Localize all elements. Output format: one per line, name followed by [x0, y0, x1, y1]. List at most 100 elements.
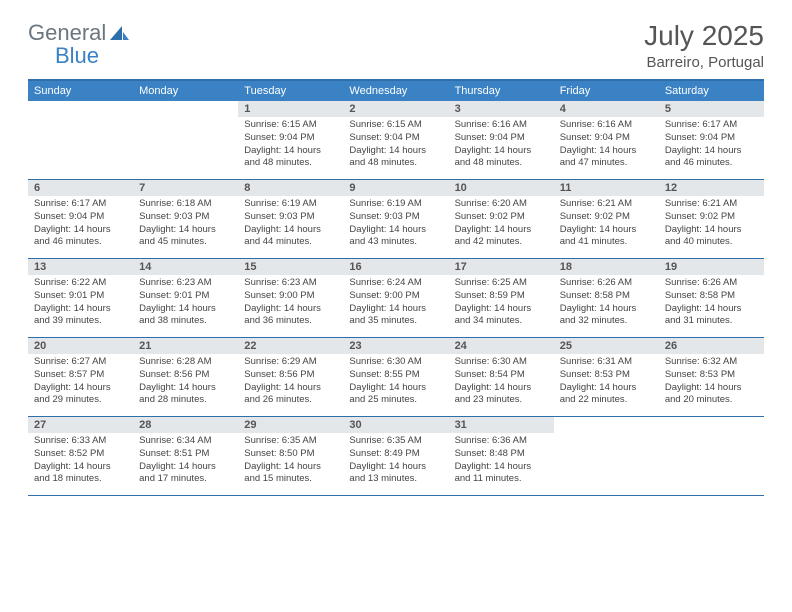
day-body: Sunrise: 6:15 AMSunset: 9:04 PMDaylight:… — [343, 117, 448, 174]
calendar-day-cell: . — [659, 417, 764, 495]
sunrise-line: Sunrise: 6:19 AM — [244, 198, 337, 211]
day-number: 11 — [554, 180, 659, 196]
sunset-line: Sunset: 8:50 PM — [244, 448, 337, 461]
day-number: 14 — [133, 259, 238, 275]
calendar-day-cell: 27Sunrise: 6:33 AMSunset: 8:52 PMDayligh… — [28, 417, 133, 495]
calendar-day-cell: 13Sunrise: 6:22 AMSunset: 9:01 PMDayligh… — [28, 259, 133, 337]
day-number: 3 — [449, 101, 554, 117]
daylight-line: Daylight: 14 hours and 29 minutes. — [34, 382, 127, 408]
day-number: 15 — [238, 259, 343, 275]
calendar-day-cell: . — [28, 101, 133, 179]
calendar-day-cell: 19Sunrise: 6:26 AMSunset: 8:58 PMDayligh… — [659, 259, 764, 337]
sunset-line: Sunset: 8:54 PM — [455, 369, 548, 382]
day-number: 21 — [133, 338, 238, 354]
day-body: Sunrise: 6:29 AMSunset: 8:56 PMDaylight:… — [238, 354, 343, 411]
sunset-line: Sunset: 9:03 PM — [244, 211, 337, 224]
day-body: Sunrise: 6:16 AMSunset: 9:04 PMDaylight:… — [449, 117, 554, 174]
sunset-line: Sunset: 8:56 PM — [139, 369, 232, 382]
day-number: 30 — [343, 417, 448, 433]
day-body: Sunrise: 6:19 AMSunset: 9:03 PMDaylight:… — [343, 196, 448, 253]
sunset-line: Sunset: 8:53 PM — [560, 369, 653, 382]
day-body: Sunrise: 6:26 AMSunset: 8:58 PMDaylight:… — [554, 275, 659, 332]
daylight-line: Daylight: 14 hours and 22 minutes. — [560, 382, 653, 408]
calendar-day-cell: 21Sunrise: 6:28 AMSunset: 8:56 PMDayligh… — [133, 338, 238, 416]
day-number: 17 — [449, 259, 554, 275]
day-number: 13 — [28, 259, 133, 275]
sunset-line: Sunset: 9:03 PM — [349, 211, 442, 224]
sunset-line: Sunset: 8:48 PM — [455, 448, 548, 461]
day-number: 23 — [343, 338, 448, 354]
calendar-day-cell: 9Sunrise: 6:19 AMSunset: 9:03 PMDaylight… — [343, 180, 448, 258]
calendar-day-cell: 26Sunrise: 6:32 AMSunset: 8:53 PMDayligh… — [659, 338, 764, 416]
sunset-line: Sunset: 9:04 PM — [665, 132, 758, 145]
calendar-day-cell: 24Sunrise: 6:30 AMSunset: 8:54 PMDayligh… — [449, 338, 554, 416]
calendar-day-cell: . — [554, 417, 659, 495]
day-body: Sunrise: 6:35 AMSunset: 8:50 PMDaylight:… — [238, 433, 343, 490]
calendar-day-cell: 6Sunrise: 6:17 AMSunset: 9:04 PMDaylight… — [28, 180, 133, 258]
weekday-label: Tuesday — [238, 81, 343, 101]
daylight-line: Daylight: 14 hours and 31 minutes. — [665, 303, 758, 329]
sunset-line: Sunset: 8:58 PM — [665, 290, 758, 303]
weekday-label: Friday — [554, 81, 659, 101]
day-body: Sunrise: 6:36 AMSunset: 8:48 PMDaylight:… — [449, 433, 554, 490]
sunrise-line: Sunrise: 6:16 AM — [455, 119, 548, 132]
sunset-line: Sunset: 9:04 PM — [34, 211, 127, 224]
daylight-line: Daylight: 14 hours and 25 minutes. — [349, 382, 442, 408]
calendar-day-cell: 8Sunrise: 6:19 AMSunset: 9:03 PMDaylight… — [238, 180, 343, 258]
day-number: 20 — [28, 338, 133, 354]
day-body: Sunrise: 6:17 AMSunset: 9:04 PMDaylight:… — [28, 196, 133, 253]
sunrise-line: Sunrise: 6:30 AM — [349, 356, 442, 369]
sunset-line: Sunset: 9:01 PM — [34, 290, 127, 303]
calendar-day-cell: 23Sunrise: 6:30 AMSunset: 8:55 PMDayligh… — [343, 338, 448, 416]
sunset-line: Sunset: 8:57 PM — [34, 369, 127, 382]
calendar-day-cell: 12Sunrise: 6:21 AMSunset: 9:02 PMDayligh… — [659, 180, 764, 258]
day-body: Sunrise: 6:24 AMSunset: 9:00 PMDaylight:… — [343, 275, 448, 332]
day-number: 5 — [659, 101, 764, 117]
daylight-line: Daylight: 14 hours and 48 minutes. — [244, 145, 337, 171]
daylight-line: Daylight: 14 hours and 38 minutes. — [139, 303, 232, 329]
day-body: Sunrise: 6:22 AMSunset: 9:01 PMDaylight:… — [28, 275, 133, 332]
day-body: Sunrise: 6:26 AMSunset: 8:58 PMDaylight:… — [659, 275, 764, 332]
day-body: Sunrise: 6:30 AMSunset: 8:55 PMDaylight:… — [343, 354, 448, 411]
sunset-line: Sunset: 9:02 PM — [560, 211, 653, 224]
day-body: Sunrise: 6:20 AMSunset: 9:02 PMDaylight:… — [449, 196, 554, 253]
day-body: Sunrise: 6:18 AMSunset: 9:03 PMDaylight:… — [133, 196, 238, 253]
sunset-line: Sunset: 9:04 PM — [560, 132, 653, 145]
day-number: 29 — [238, 417, 343, 433]
daylight-line: Daylight: 14 hours and 34 minutes. — [455, 303, 548, 329]
day-body: Sunrise: 6:34 AMSunset: 8:51 PMDaylight:… — [133, 433, 238, 490]
day-body: Sunrise: 6:31 AMSunset: 8:53 PMDaylight:… — [554, 354, 659, 411]
weekday-header-row: SundayMondayTuesdayWednesdayThursdayFrid… — [28, 81, 764, 101]
location-subtitle: Barreiro, Portugal — [644, 54, 764, 71]
daylight-line: Daylight: 14 hours and 41 minutes. — [560, 224, 653, 250]
daylight-line: Daylight: 14 hours and 48 minutes. — [349, 145, 442, 171]
calendar-day-cell: 25Sunrise: 6:31 AMSunset: 8:53 PMDayligh… — [554, 338, 659, 416]
sunrise-line: Sunrise: 6:29 AM — [244, 356, 337, 369]
calendar-day-cell: 17Sunrise: 6:25 AMSunset: 8:59 PMDayligh… — [449, 259, 554, 337]
calendar-day-cell: 11Sunrise: 6:21 AMSunset: 9:02 PMDayligh… — [554, 180, 659, 258]
calendar-week-row: ..1Sunrise: 6:15 AMSunset: 9:04 PMDaylig… — [28, 101, 764, 180]
sunset-line: Sunset: 9:04 PM — [349, 132, 442, 145]
day-number: 9 — [343, 180, 448, 196]
daylight-line: Daylight: 14 hours and 44 minutes. — [244, 224, 337, 250]
day-body: Sunrise: 6:23 AMSunset: 9:00 PMDaylight:… — [238, 275, 343, 332]
day-body: Sunrise: 6:30 AMSunset: 8:54 PMDaylight:… — [449, 354, 554, 411]
daylight-line: Daylight: 14 hours and 48 minutes. — [455, 145, 548, 171]
calendar-day-cell: 22Sunrise: 6:29 AMSunset: 8:56 PMDayligh… — [238, 338, 343, 416]
sunrise-line: Sunrise: 6:28 AM — [139, 356, 232, 369]
sunrise-line: Sunrise: 6:15 AM — [349, 119, 442, 132]
daylight-line: Daylight: 14 hours and 45 minutes. — [139, 224, 232, 250]
sunset-line: Sunset: 9:03 PM — [139, 211, 232, 224]
daylight-line: Daylight: 14 hours and 26 minutes. — [244, 382, 337, 408]
day-number: 19 — [659, 259, 764, 275]
day-number: 10 — [449, 180, 554, 196]
day-number: 4 — [554, 101, 659, 117]
day-number: 18 — [554, 259, 659, 275]
page-title: July 2025 — [644, 20, 764, 52]
calendar-day-cell: 28Sunrise: 6:34 AMSunset: 8:51 PMDayligh… — [133, 417, 238, 495]
day-body: Sunrise: 6:16 AMSunset: 9:04 PMDaylight:… — [554, 117, 659, 174]
daylight-line: Daylight: 14 hours and 32 minutes. — [560, 303, 653, 329]
sunset-line: Sunset: 9:00 PM — [349, 290, 442, 303]
daylight-line: Daylight: 14 hours and 11 minutes. — [455, 461, 548, 487]
sunrise-line: Sunrise: 6:32 AM — [665, 356, 758, 369]
